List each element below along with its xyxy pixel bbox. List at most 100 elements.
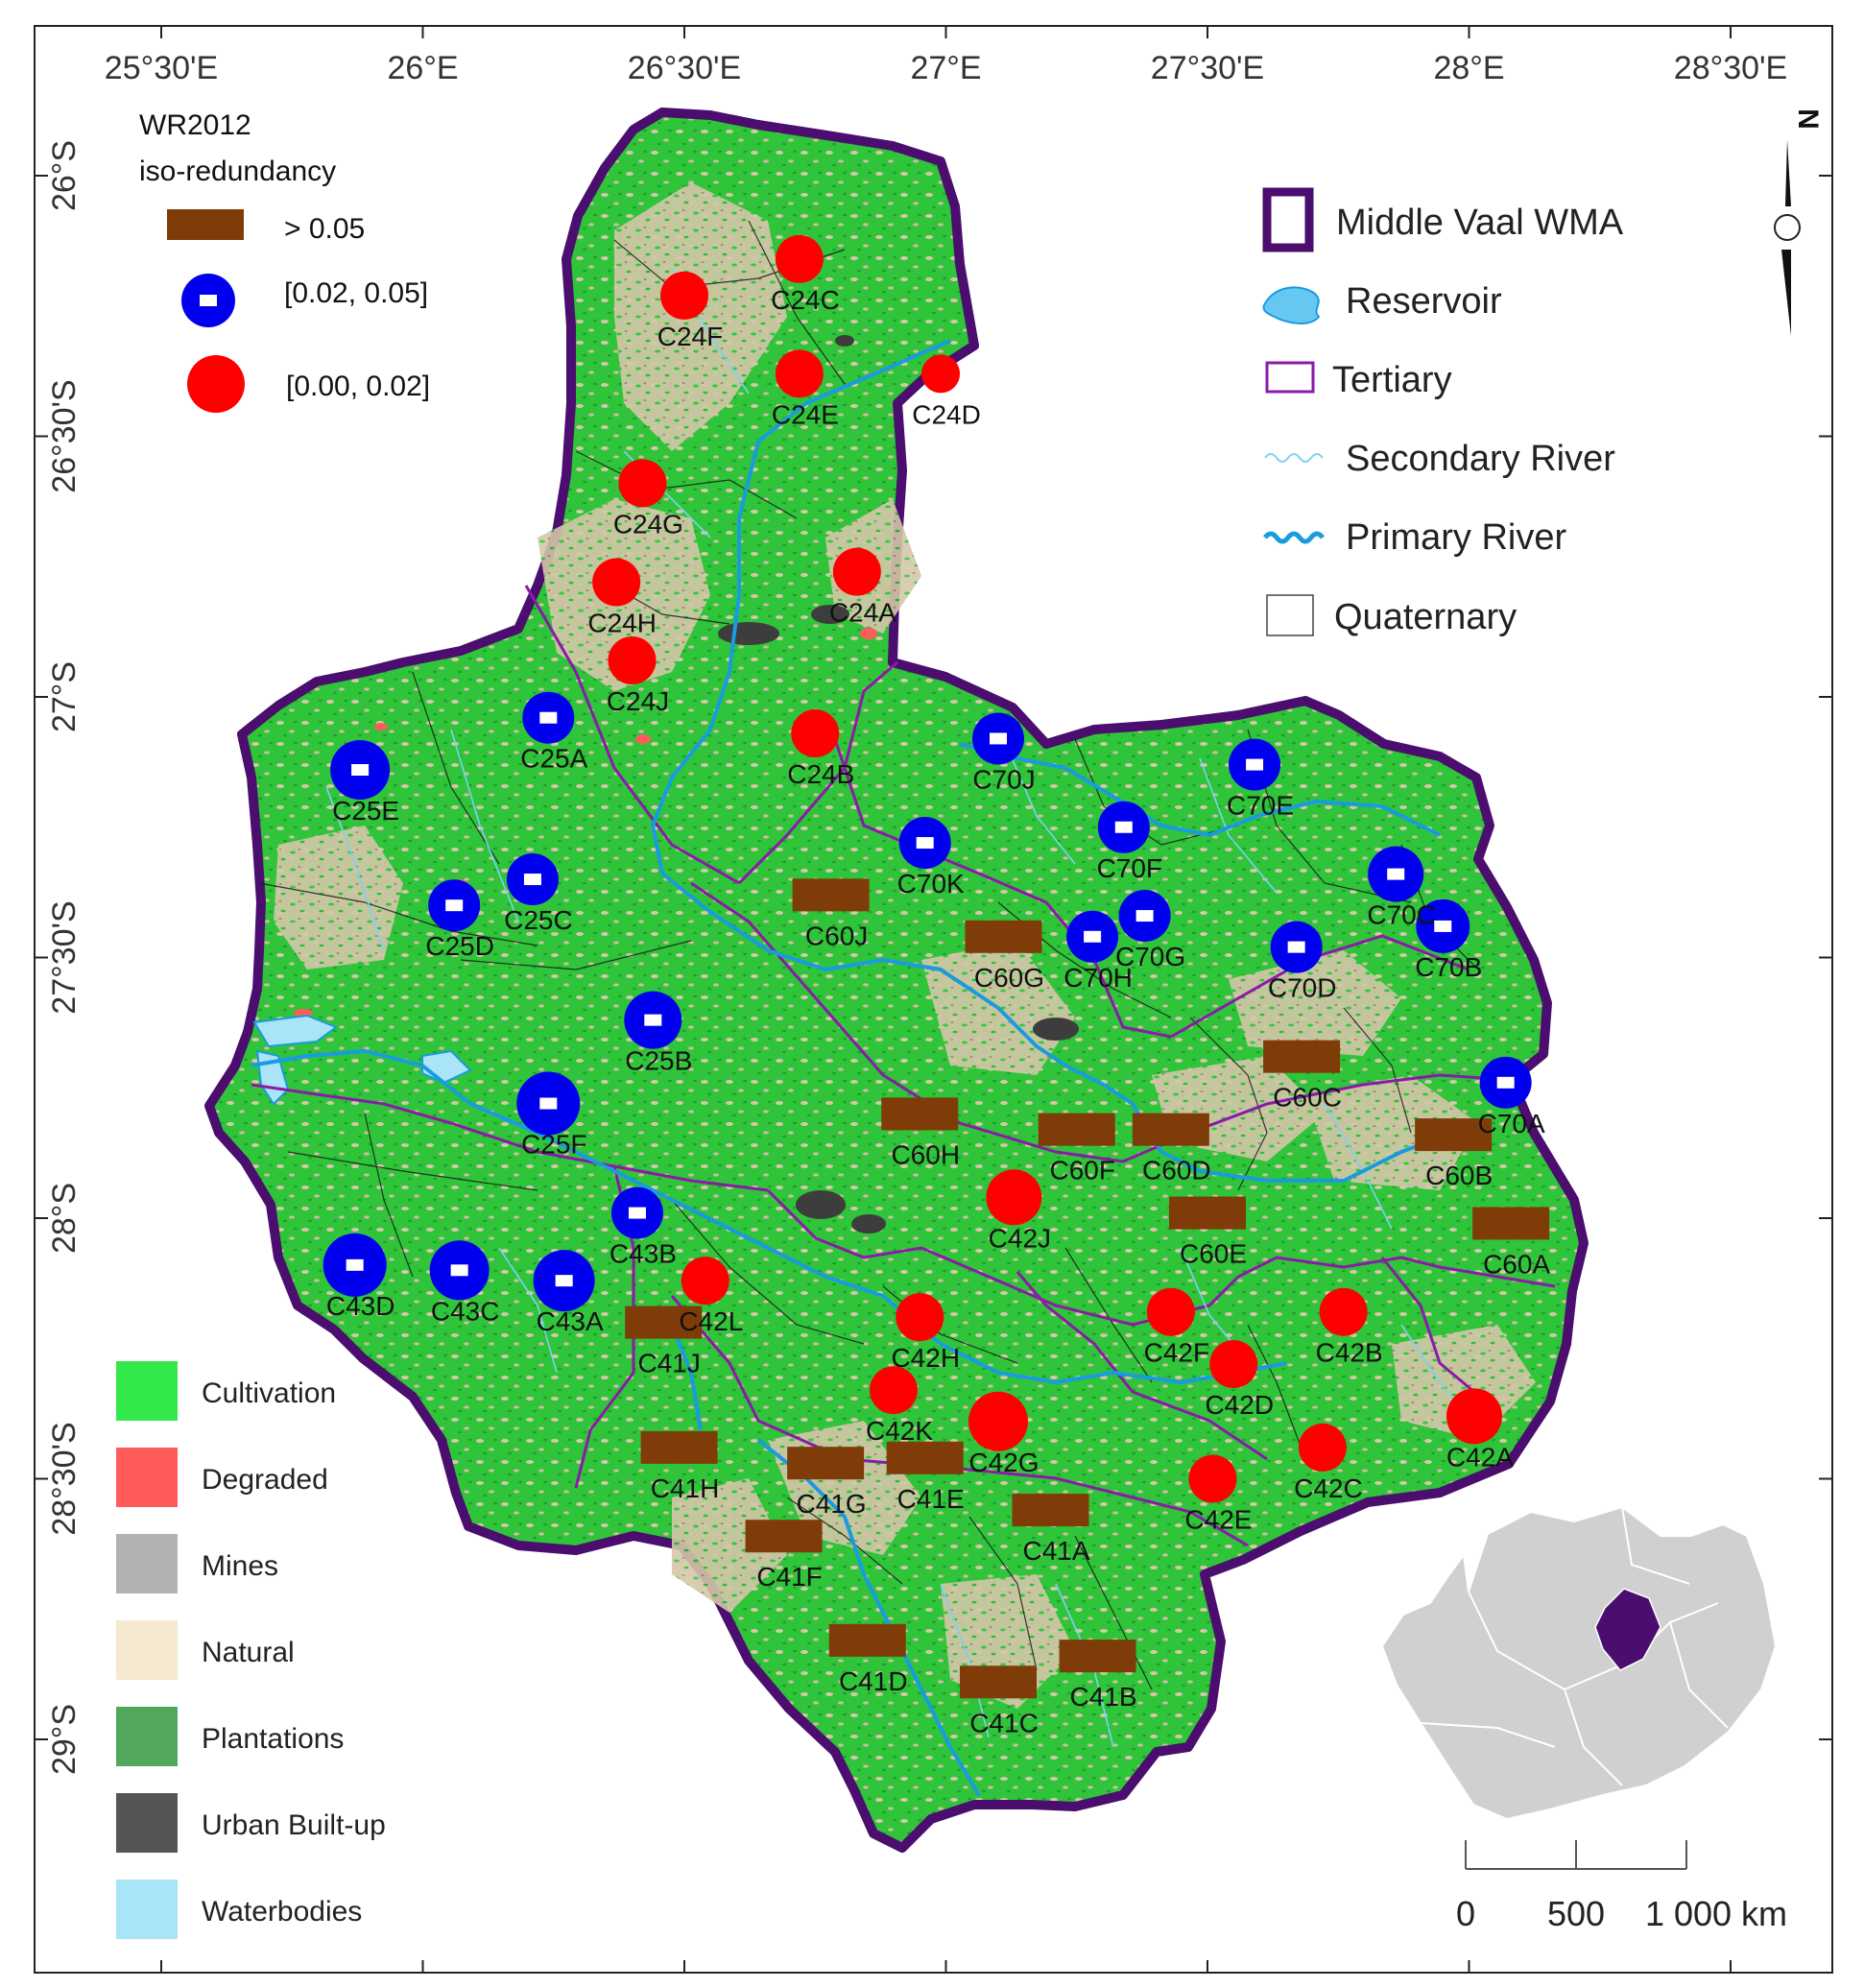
catchment-label: C70H: [1063, 963, 1133, 993]
province-border: [1420, 1722, 1556, 1748]
catchment-label: C24H: [587, 609, 657, 638]
reservoirs: [252, 1014, 472, 1106]
catchment-marker-core: [1434, 920, 1452, 932]
primary-river: [1102, 1083, 1479, 1183]
quaternary-line: [412, 671, 500, 865]
primary-river: [670, 1324, 703, 1431]
catchment-marker-low: [968, 1391, 1028, 1451]
wma-boundary-icon: [1262, 187, 1314, 252]
catchment-marker-core: [1135, 910, 1154, 922]
catchment-label: C43D: [326, 1291, 395, 1321]
longitude-ticks: 25°30'E 26°E 26°30'E 27°E 27°30'E 28°E 28°30'E: [105, 26, 1787, 1973]
catchment-label: C42K: [866, 1416, 933, 1446]
catchment-label: C25A: [520, 744, 587, 774]
quaternary-line: [748, 220, 846, 385]
urban-patch: [811, 605, 849, 624]
catchment-marker-high: [1415, 1118, 1493, 1152]
quaternary-line: [460, 940, 692, 970]
catchment-label: C60E: [1180, 1239, 1247, 1269]
catchment-labels: C24C C24F C24E C24D C24G C24A C24H C24J C24B C25A…: [326, 285, 1551, 1737]
feature-legend-label: Middle Vaal WMA: [1336, 203, 1624, 243]
catchment-marker-low: [791, 709, 840, 758]
catchment-label: C24G: [613, 509, 683, 539]
natural-patch: [672, 1478, 787, 1613]
lat-tick-label: 26°S: [46, 140, 83, 211]
landcover-legend: Cultivation Degraded Mines Natural Plantatio…: [116, 1361, 386, 1939]
catchment-marker-high: [1132, 1113, 1209, 1146]
catchment-label: C70J: [972, 764, 1035, 794]
catchment-marker-low: [1209, 1340, 1258, 1389]
catchment-marker-high: [1059, 1640, 1136, 1673]
secondary-river: [498, 1247, 558, 1374]
tertiary-line: [1189, 1073, 1513, 1135]
catchment-marker-high: [1472, 1207, 1550, 1240]
natural-patch: [1229, 950, 1401, 1056]
quaternary-line: [1189, 1017, 1268, 1191]
catchment-label: C25E: [332, 796, 399, 826]
catchment-label: C70G: [1115, 942, 1185, 971]
primary-river: [660, 872, 1105, 1087]
catchment-marker-high: [881, 1097, 959, 1131]
scale-label-0: 0: [1456, 1894, 1475, 1933]
scale-label-500: 500: [1547, 1894, 1605, 1933]
quaternary-line: [671, 1199, 865, 1345]
iso-legend-title-line1: WR2012: [139, 109, 251, 141]
scale-bar: 0 500 1 000 km: [1456, 1840, 1787, 1933]
catchment-marker-low: [1298, 1423, 1347, 1472]
north-arrow-label: N: [1792, 108, 1824, 130]
catchment-marker-low: [592, 558, 641, 607]
catchment-label: C41E: [897, 1484, 965, 1514]
catchment-label: C60D: [1142, 1156, 1211, 1186]
catchment-label: C42G: [968, 1448, 1039, 1477]
catchment-marker-core: [1084, 930, 1102, 943]
catchment-label: C42J: [989, 1223, 1051, 1253]
catchment-label: C70C: [1367, 900, 1436, 930]
catchment-marker-low: [1188, 1454, 1237, 1503]
catchment-marker-core: [1287, 941, 1305, 953]
catchment-marker-core: [1246, 758, 1264, 771]
degraded-patch: [860, 628, 877, 639]
lat-tick-label: 27°S: [46, 661, 83, 732]
catchment-marker-low: [986, 1169, 1042, 1226]
catchment-label: C70E: [1227, 791, 1294, 821]
catchment-label: C70B: [1415, 952, 1482, 982]
middle-vaal-location: [1594, 1588, 1661, 1671]
catchment-marker-core: [539, 711, 558, 724]
quaternary-boundary-icon: [1266, 594, 1314, 636]
catchment-marker-high: [1263, 1040, 1341, 1073]
catchment-label: C43C: [431, 1296, 500, 1326]
catchment-label: C24D: [912, 399, 981, 429]
catchment-marker-core: [1114, 821, 1133, 833]
catchment-label: C41J: [638, 1349, 701, 1378]
catchment-label: C70F: [1097, 853, 1162, 883]
catchment-label: C24A: [829, 598, 896, 628]
catchment-label: C42H: [891, 1343, 960, 1373]
catchment-marker-high: [886, 1441, 964, 1474]
catchment-marker-low: [618, 459, 667, 508]
catchment-marker-low: [896, 1293, 944, 1342]
catchment-label: C25B: [625, 1046, 692, 1076]
catchment-marker-low: [608, 635, 657, 684]
primary-river-icon: [1263, 531, 1325, 544]
landcover-label: Cultivation: [202, 1377, 336, 1409]
catchment-label: C70K: [897, 869, 965, 898]
catchment-label: C24F: [657, 322, 723, 351]
feature-legend-label: Tertiary: [1332, 360, 1452, 400]
catchment-marker-low: [660, 271, 708, 320]
secondary-river: [1199, 757, 1278, 894]
catchment-marker-low: [681, 1257, 729, 1305]
lat-tick-label: 26°30'S: [46, 379, 83, 492]
degraded-patch: [294, 1009, 313, 1017]
catchment-label: C70D: [1268, 973, 1337, 1003]
lat-tick-label: 28°S: [46, 1183, 83, 1254]
province-border: [1468, 1591, 1565, 1690]
catchment-marker-high: [625, 1305, 703, 1339]
catchment-markers: [323, 234, 1550, 1699]
catchment-marker-low: [921, 354, 961, 394]
catchment-marker-low: [870, 1366, 918, 1415]
catchment-label: C60A: [1483, 1249, 1550, 1279]
lon-tick-label: 27°E: [910, 50, 981, 86]
catchment-label: C42F: [1144, 1338, 1209, 1368]
quaternary-line: [1064, 1247, 1153, 1383]
lat-tick-label: 29°S: [46, 1704, 83, 1775]
